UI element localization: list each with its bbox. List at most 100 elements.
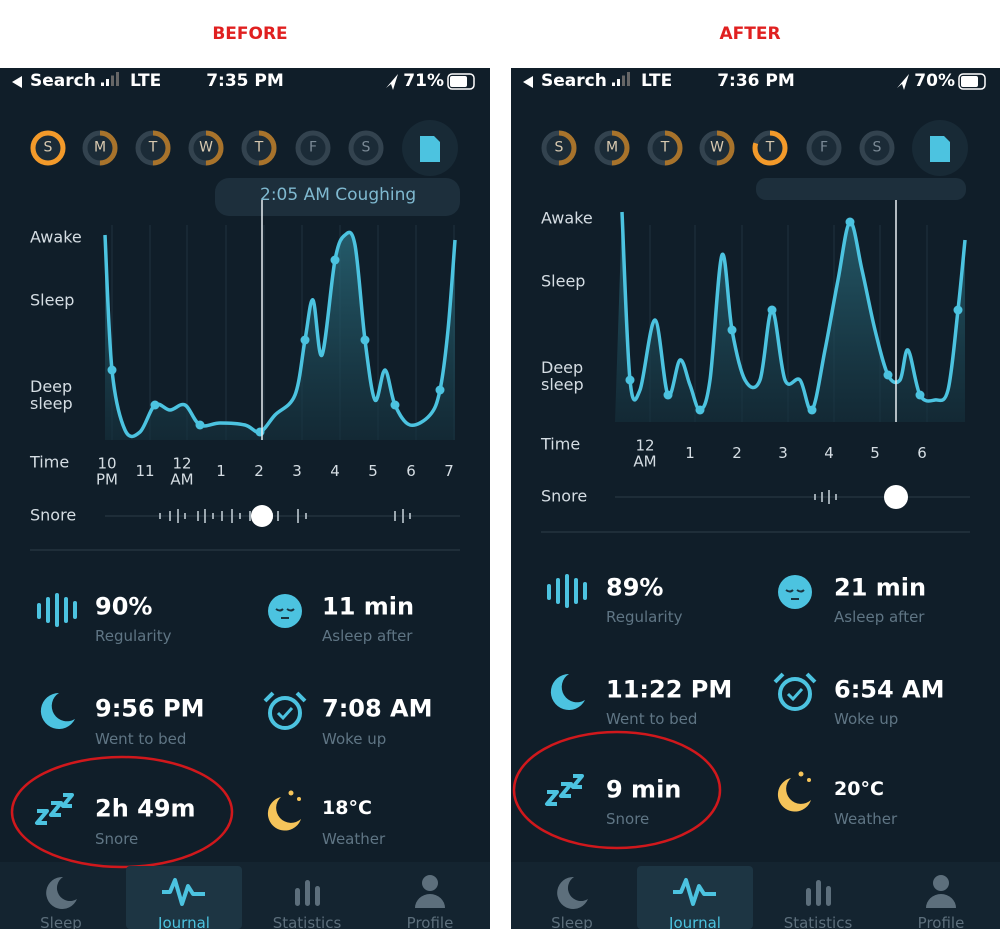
asleep-eyes: [785, 589, 805, 600]
clock: 7:35 PM: [206, 71, 284, 92]
chart-bg: [0, 216, 490, 226]
location-icon: [897, 74, 909, 90]
day-progress: [699, 130, 735, 166]
day-progress: [188, 130, 224, 166]
clock: 7:36 PM: [717, 71, 795, 92]
sound-event: [663, 390, 673, 400]
star: [288, 790, 294, 796]
day[interactable]: T: [660, 139, 670, 156]
stat-label[interactable]: Asleep after: [322, 627, 413, 646]
nav-label[interactable]: Sleep: [551, 914, 593, 929]
day[interactable]: F: [819, 139, 829, 156]
sound-event: [625, 375, 635, 385]
nav-label[interactable]: Journal: [158, 914, 210, 929]
signal-bar: [116, 72, 119, 86]
alarm-check: [786, 687, 804, 702]
highlight-circle: [512, 730, 722, 850]
day[interactable]: S: [872, 139, 882, 156]
stat-label[interactable]: Woke up: [834, 710, 899, 729]
signal-bar: [627, 72, 630, 86]
stat-value: 90%: [95, 592, 153, 621]
sleep-curve: [620, 211, 967, 413]
sound-event: [845, 217, 855, 227]
day-ring: [859, 130, 895, 166]
stat-label[interactable]: Weather: [834, 810, 898, 829]
sound-event: [435, 385, 445, 395]
nav-icon: [816, 880, 821, 906]
day[interactable]: M: [605, 139, 619, 156]
signal-bar: [101, 82, 104, 86]
nav-label[interactable]: Statistics: [783, 914, 853, 929]
sound-event: [883, 370, 893, 380]
alarm-check: [276, 706, 294, 721]
stat-label[interactable]: Went to bed: [606, 710, 698, 729]
alarm-icon: [268, 696, 302, 730]
alarm-icon: [778, 677, 812, 711]
day[interactable]: W: [199, 139, 213, 156]
day[interactable]: T: [148, 139, 158, 156]
weather-icon: [777, 778, 811, 812]
nav-label[interactable]: Statistics: [272, 914, 342, 929]
nav-icon: [933, 875, 949, 891]
snore-knob: [884, 485, 908, 509]
y-label: Sleep: [30, 290, 75, 310]
stat-value: 18°C: [322, 797, 372, 820]
day[interactable]: W: [710, 139, 724, 156]
sound-event: [727, 325, 737, 335]
day[interactable]: F: [308, 139, 318, 156]
day[interactable]: M: [93, 139, 107, 156]
signal-bar: [612, 82, 615, 86]
day-ring: [806, 130, 842, 166]
nav-label[interactable]: Sleep: [40, 914, 82, 929]
day[interactable]: S: [361, 139, 371, 156]
alarm-bells: [263, 691, 307, 703]
stat-value: 11:22 PM: [606, 675, 733, 704]
after-label: AFTER: [719, 24, 781, 45]
day[interactable]: T: [254, 139, 264, 156]
tooltip-text: 2:05 AM Coughing: [260, 185, 417, 206]
alarm-bells: [773, 672, 817, 684]
day[interactable]: S: [43, 139, 53, 156]
stat-value: 11 min: [322, 592, 415, 621]
location-icon: [386, 74, 398, 90]
x-label: 6: [406, 462, 416, 481]
x-label: 4: [824, 444, 834, 463]
stat-label[interactable]: Woke up: [322, 730, 387, 749]
nav-icon: [415, 894, 445, 908]
before-label: BEFORE: [212, 24, 288, 45]
day-progress: [30, 130, 66, 166]
stat-label[interactable]: Regularity: [95, 627, 172, 646]
x-label: 10 PM: [96, 454, 118, 488]
signal-bar: [106, 79, 109, 86]
sound-event: [150, 400, 160, 410]
sound-event: [953, 305, 963, 315]
battery-level: 71%: [403, 71, 444, 92]
bedtime-icon: [40, 692, 75, 729]
nav-icon: [295, 888, 300, 906]
stat-value: 20°C: [834, 778, 884, 801]
nav-icon: [826, 886, 831, 906]
stat-label[interactable]: Weather: [322, 830, 386, 849]
stat-value: 89%: [606, 573, 664, 602]
stat-label[interactable]: Snore: [606, 810, 650, 829]
nav-label[interactable]: Profile: [917, 914, 965, 929]
tooltip: [215, 178, 460, 216]
tab-bar: [0, 862, 490, 929]
day[interactable]: S: [554, 139, 564, 156]
sound-event: [390, 400, 400, 410]
x-label: 1: [685, 444, 695, 463]
nav-label[interactable]: Journal: [669, 914, 721, 929]
x-label: 2: [732, 444, 742, 463]
stat-label[interactable]: Snore: [95, 830, 139, 849]
stat-label[interactable]: Regularity: [606, 608, 683, 627]
stat-label[interactable]: Asleep after: [834, 608, 925, 627]
nav-icon: [557, 876, 588, 909]
y-label: Awake: [541, 208, 593, 228]
snore-label: Snore: [541, 486, 588, 506]
nav-icon: [673, 878, 716, 906]
x-label: 4: [330, 462, 340, 481]
day[interactable]: T: [765, 139, 775, 156]
stat-label[interactable]: Went to bed: [95, 730, 187, 749]
tab-bar: [511, 862, 1000, 929]
nav-label[interactable]: Profile: [406, 914, 454, 929]
